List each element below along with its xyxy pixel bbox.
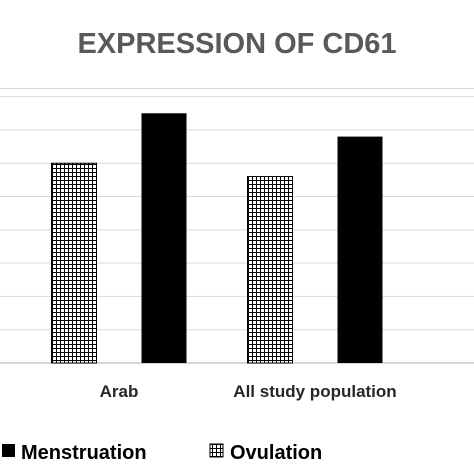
legend: Menstruation Ovulation: [2, 442, 322, 464]
legend-swatch-ovulation: [209, 443, 224, 458]
bar-ovulation-all-study-population: [247, 176, 293, 364]
bar-menstruation-arab: [141, 113, 187, 363]
category-label-arab: Arab: [100, 382, 139, 401]
legend-label-menstruation: Menstruation: [21, 442, 147, 464]
bar-menstruation-all-study-population: [337, 136, 383, 363]
category-label-all-study-population: All study population: [233, 382, 396, 401]
chart-title: EXPRESSION OF CD61: [77, 28, 396, 60]
top-border: [0, 88, 474, 89]
legend-swatch-menstruation: [2, 444, 15, 457]
bar-ovulation-arab: [51, 162, 97, 364]
bars: [51, 113, 383, 364]
legend-label-ovulation: Ovulation: [230, 442, 322, 464]
